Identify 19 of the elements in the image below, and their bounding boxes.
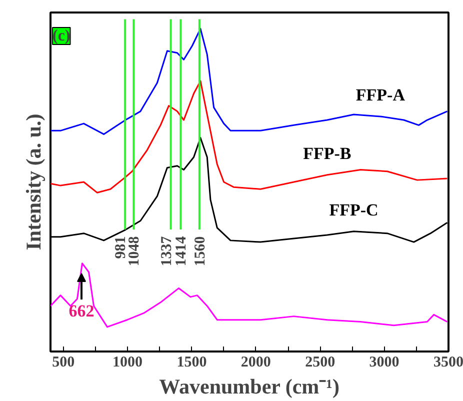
x-tick-label: 500 <box>52 354 75 370</box>
ref-line-label: 1560 <box>192 236 208 266</box>
ref-line-label: 1337 <box>158 236 175 266</box>
x-tick-label: 1500 <box>176 354 207 370</box>
x-axis-title: Wavenumber (cm⁻¹) <box>159 374 340 398</box>
annotation: (c) <box>52 28 70 44</box>
ref-line-label: 981 <box>113 236 130 259</box>
series-label: FFP-A <box>356 86 406 105</box>
ref-line-label: 1414 <box>174 236 190 266</box>
series-label: FFP-B <box>303 144 352 164</box>
y-axis-title: Intensity (a. u.) <box>22 114 46 250</box>
ref-line-label: 1048 <box>126 236 143 266</box>
x-tick-label: 3000 <box>369 354 400 370</box>
x-tick-label: 1000 <box>112 354 143 370</box>
series-label: FFP-C <box>329 200 378 220</box>
x-tick-label: 2500 <box>305 354 336 370</box>
x-tick-label: 2000 <box>240 354 271 370</box>
x-tick-label: 3500 <box>434 354 463 370</box>
annotation: 662 <box>68 302 94 320</box>
